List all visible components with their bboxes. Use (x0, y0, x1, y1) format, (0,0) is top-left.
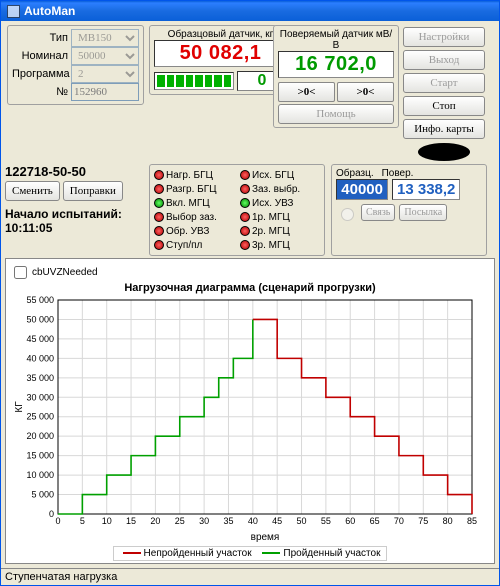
readout1-label: Образцовый датчик, кг (154, 29, 287, 40)
indicator: Ступ/пл (154, 238, 234, 252)
svg-text:50: 50 (297, 516, 307, 526)
svg-text:15 000: 15 000 (26, 451, 54, 461)
start-label: Начало испытаний: (5, 207, 145, 221)
indicator: Выбор заз. (154, 210, 234, 224)
indicator: Разгр. БГЦ (154, 182, 234, 196)
pov-label: Повер. (382, 168, 414, 179)
svg-text:50 000: 50 000 (26, 314, 54, 324)
type-label: Тип (12, 32, 68, 44)
program-select[interactable]: 2 (71, 65, 139, 83)
svg-text:КГ: КГ (14, 401, 25, 413)
radio1[interactable] (341, 208, 354, 221)
indicator: Обр. УВЗ (154, 224, 234, 238)
svg-text:5 000: 5 000 (31, 490, 54, 500)
indicators-group: Нагр. БГЦ Исх. БГЦ Разгр. БГЦ Заз. выбр. Вкл… (149, 164, 325, 256)
svg-text:0: 0 (55, 516, 60, 526)
svg-text:0: 0 (49, 509, 54, 519)
start-button[interactable]: Старт (403, 73, 485, 93)
num-label: № (12, 86, 68, 98)
stop-button[interactable]: Стоп (403, 96, 485, 116)
window-title: AutoMan (24, 4, 75, 18)
indicator: 2р. МГЦ (240, 224, 320, 238)
svg-text:45 000: 45 000 (26, 334, 54, 344)
obr-value: 40000 (336, 179, 388, 200)
corrections-button[interactable]: Поправки (63, 181, 123, 201)
svg-text:25 000: 25 000 (26, 412, 54, 422)
nominal-label: Номинал (12, 50, 68, 62)
indicator: Исх. УВЗ (240, 196, 320, 210)
help-button[interactable]: Помощь (278, 104, 394, 124)
chart-legend: Непройденный участок Пройденный участок (113, 546, 388, 561)
zero-right-button[interactable]: >0< (337, 82, 394, 102)
svg-text:15: 15 (126, 516, 136, 526)
uvz-label: cbUVZNeeded (32, 267, 98, 278)
uvz-checkbox[interactable] (14, 266, 27, 279)
legend-done: Пройденный участок (283, 548, 380, 559)
program-label: Программа (12, 68, 68, 80)
item-code: 122718-50-50 (5, 164, 145, 179)
svg-text:75: 75 (418, 516, 428, 526)
svg-text:время: время (251, 532, 280, 543)
indicator: 1р. МГЦ (240, 210, 320, 224)
nominal-select[interactable]: 50000 (71, 47, 139, 65)
obr-label: Образц. (336, 168, 374, 179)
svg-text:70: 70 (394, 516, 404, 526)
svg-text:80: 80 (443, 516, 453, 526)
readout1-value: 50 082,1 (154, 40, 287, 67)
chart-title: Нагрузочная диаграмма (сценарий прогрузк… (10, 282, 490, 294)
svg-text:40 000: 40 000 (26, 353, 54, 363)
svyaz-button[interactable]: Связь (361, 204, 395, 221)
readout2-label: Поверяемый датчик мВ/В (278, 29, 394, 51)
type-select[interactable]: МВ150 (71, 29, 139, 47)
readout2-value: 16 702,0 (278, 51, 394, 78)
svg-text:35 000: 35 000 (26, 373, 54, 383)
main-window: AutoMan Тип МВ150 Номинал 50000 Программ… (0, 0, 500, 586)
chart-svg: 0 5 10 15 20 25 30 35 40 45 50 55 60 65 70 75 80 85 0 5 000… (10, 294, 480, 544)
zero-left-button[interactable]: >0< (278, 82, 335, 102)
svg-text:35: 35 (223, 516, 233, 526)
svg-text:25: 25 (175, 516, 185, 526)
posylka-button[interactable]: Посылка (399, 204, 447, 221)
exit-button[interactable]: Выход (403, 50, 485, 70)
start-time: 10:11:05 (5, 221, 145, 235)
app-icon (7, 5, 20, 18)
change-button[interactable]: Сменить (5, 181, 60, 201)
svg-text:65: 65 (370, 516, 380, 526)
title-bar[interactable]: AutoMan (1, 1, 499, 21)
readout1-group: Образцовый датчик, кг 50 082,1 0 (149, 25, 292, 95)
status-ellipse (418, 143, 470, 161)
svg-text:10 000: 10 000 (26, 470, 54, 480)
svg-text:60: 60 (345, 516, 355, 526)
legend-todo: Непройденный участок (144, 548, 252, 559)
svg-text:20 000: 20 000 (26, 431, 54, 441)
chart-panel: cbUVZNeeded Нагрузочная диаграмма (сцена… (5, 258, 495, 564)
indicator: Исх. БГЦ (240, 168, 320, 182)
indicator: Заз. выбр. (240, 182, 320, 196)
values-pane: Образц. Повер. 40000 13 338,2 Связь Посы… (331, 164, 487, 256)
svg-text:20: 20 (150, 516, 160, 526)
svg-text:55: 55 (321, 516, 331, 526)
svg-text:45: 45 (272, 516, 282, 526)
svg-text:85: 85 (467, 516, 477, 526)
svg-text:55 000: 55 000 (26, 295, 54, 305)
indicator: Вкл. МГЦ (154, 196, 234, 210)
svg-text:30: 30 (199, 516, 209, 526)
params-group: Тип МВ150 Номинал 50000 Программа 2 № (7, 25, 144, 105)
pov-value: 13 338,2 (392, 179, 460, 200)
status-bar: Ступенчатая нагрузка (1, 568, 499, 585)
svg-text:40: 40 (248, 516, 258, 526)
indicator: Нагр. БГЦ (154, 168, 234, 182)
indicator: 3р. МГЦ (240, 238, 320, 252)
progress-bar (154, 72, 234, 90)
svg-text:10: 10 (102, 516, 112, 526)
num-input[interactable] (71, 83, 139, 101)
info-button[interactable]: Инфо. карты (403, 119, 485, 139)
readout2-group: Поверяемый датчик мВ/В 16 702,0 >0< >0< … (273, 25, 399, 128)
settings-button[interactable]: Настройки (403, 27, 485, 47)
svg-text:30 000: 30 000 (26, 392, 54, 402)
svg-text:5: 5 (80, 516, 85, 526)
